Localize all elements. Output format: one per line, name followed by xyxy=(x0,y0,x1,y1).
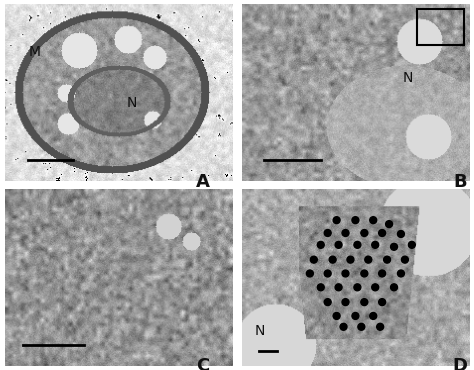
Circle shape xyxy=(401,256,409,263)
Circle shape xyxy=(354,241,361,248)
Circle shape xyxy=(361,229,368,236)
Circle shape xyxy=(352,313,359,319)
Circle shape xyxy=(361,270,368,277)
Circle shape xyxy=(379,299,386,306)
Circle shape xyxy=(333,217,340,223)
Circle shape xyxy=(347,256,354,263)
Text: B: B xyxy=(453,172,467,191)
Circle shape xyxy=(306,270,313,277)
Circle shape xyxy=(372,284,379,291)
Circle shape xyxy=(340,323,347,330)
Circle shape xyxy=(333,313,340,319)
Circle shape xyxy=(372,241,379,248)
Text: D: D xyxy=(453,357,468,370)
Circle shape xyxy=(342,270,349,277)
Circle shape xyxy=(310,256,317,263)
Circle shape xyxy=(324,299,331,306)
Text: N: N xyxy=(402,71,413,85)
Circle shape xyxy=(383,256,391,263)
Circle shape xyxy=(324,229,331,236)
Text: A: A xyxy=(196,172,210,191)
Circle shape xyxy=(370,217,377,223)
Circle shape xyxy=(352,217,359,223)
Text: N: N xyxy=(127,96,137,110)
Circle shape xyxy=(365,256,372,263)
Circle shape xyxy=(386,221,392,228)
Circle shape xyxy=(370,313,377,319)
Circle shape xyxy=(379,229,386,236)
Circle shape xyxy=(377,323,383,330)
Circle shape xyxy=(398,270,404,277)
Circle shape xyxy=(324,270,331,277)
Circle shape xyxy=(335,284,342,291)
Circle shape xyxy=(329,256,336,263)
Circle shape xyxy=(317,284,324,291)
Circle shape xyxy=(361,299,368,306)
Circle shape xyxy=(354,284,361,291)
Text: M: M xyxy=(28,45,40,59)
Text: N: N xyxy=(255,324,265,338)
Circle shape xyxy=(391,243,398,250)
Circle shape xyxy=(398,231,404,238)
Circle shape xyxy=(342,229,349,236)
Circle shape xyxy=(342,299,349,306)
Circle shape xyxy=(358,323,365,330)
Bar xyxy=(417,9,465,45)
Circle shape xyxy=(317,241,324,248)
Circle shape xyxy=(379,270,386,277)
Text: C: C xyxy=(196,357,210,370)
Circle shape xyxy=(391,284,398,291)
Circle shape xyxy=(409,241,415,248)
Circle shape xyxy=(335,241,342,248)
